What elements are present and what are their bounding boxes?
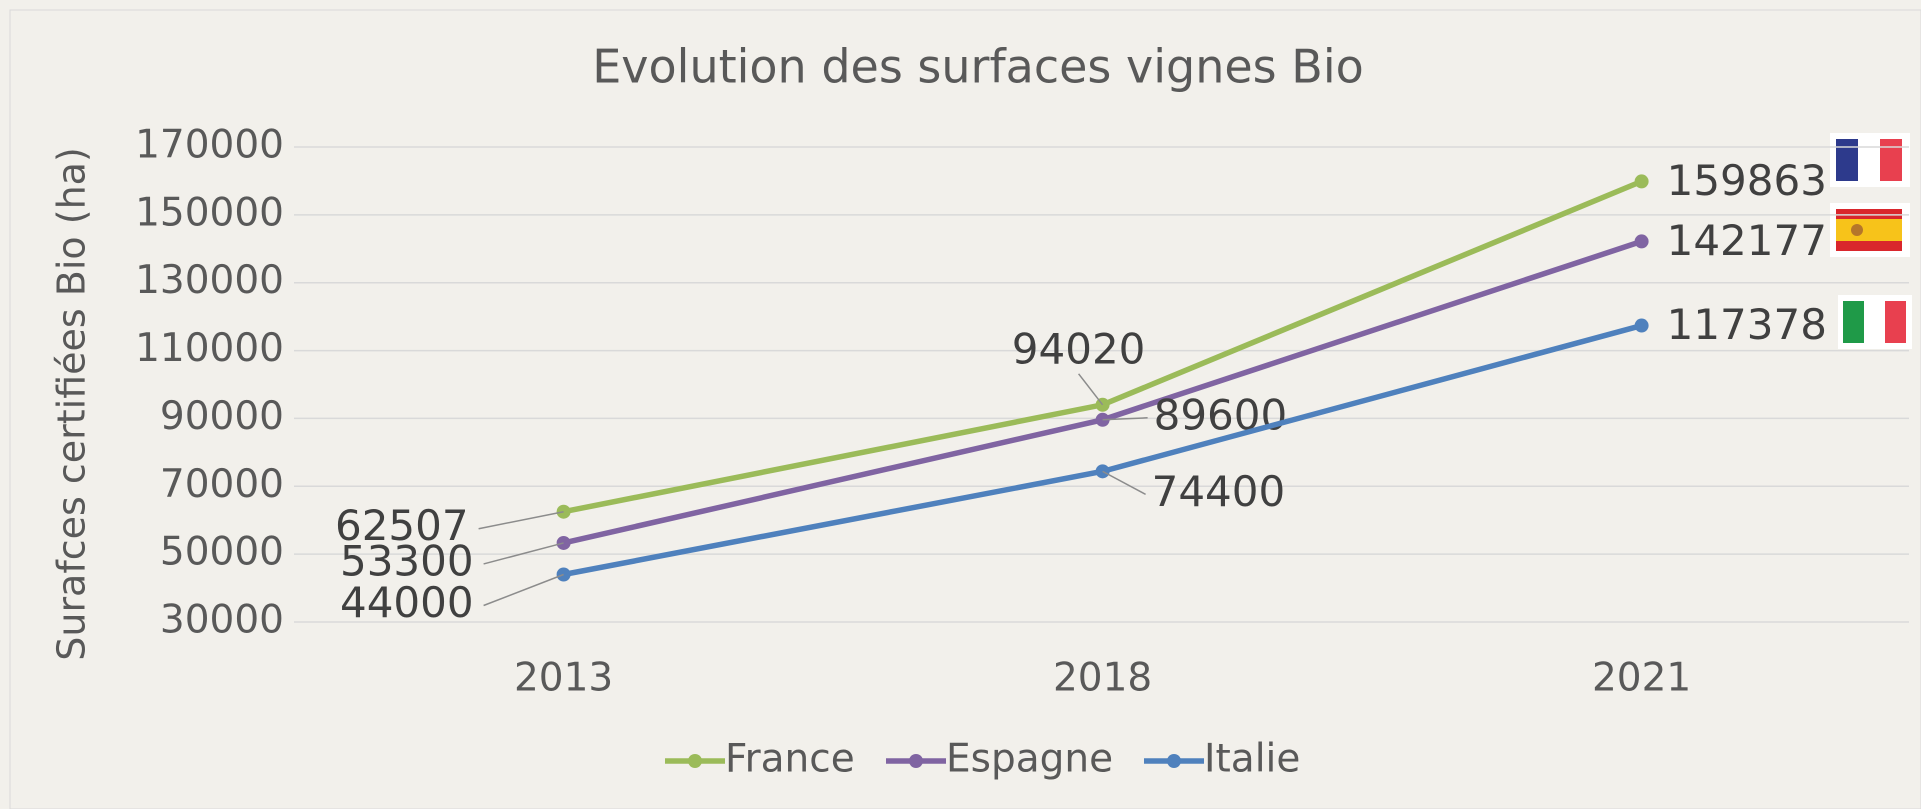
data-label: 89600 [1154,390,1288,439]
y-tick-label: 30000 [160,598,284,643]
leader-line [478,510,564,530]
legend-label: France [725,737,855,782]
leader-line [483,573,564,607]
flag-france [1830,133,1910,187]
leader-line [1078,373,1104,406]
x-tick-label: 2018 [1053,656,1152,701]
y-tick-label: 150000 [135,190,284,235]
leader-line [1102,470,1146,496]
data-label: 159863 [1667,156,1827,205]
data-label: 117378 [1667,300,1827,349]
point [556,504,571,519]
legend-marker [909,754,923,768]
y-tick-label: 90000 [160,394,284,439]
data-label: 74400 [1152,467,1286,516]
legend-label: Espagne [946,737,1113,782]
data-label: 44000 [340,578,474,627]
data-label: 94020 [1012,324,1146,373]
x-tick-label: 2021 [1592,656,1691,701]
data-label: 142177 [1667,216,1827,265]
y-tick-label: 110000 [135,326,284,371]
point [1634,234,1649,249]
point [1634,318,1649,333]
y-tick-label: 50000 [160,530,284,575]
leader-line [483,542,564,565]
leader-line [1102,417,1148,421]
legend-marker [1167,754,1181,768]
legend-marker [688,754,702,768]
data-label: 62507 [335,501,469,550]
chart-frame [9,9,1921,809]
chart-title: Evolution des surfaces vignes Bio [592,40,1364,94]
legend-label: Italie [1204,737,1300,782]
x-tick-label: 2013 [514,656,613,701]
y-tick-label: 130000 [135,258,284,303]
flag-spain [1830,203,1910,257]
y-axis-label: Surafces certifiées Bio (ha) [50,147,94,661]
point [1634,174,1649,189]
flag-italy [1838,295,1912,349]
y-tick-label: 70000 [160,462,284,507]
y-tick-label: 170000 [135,123,284,168]
data-label: 53300 [340,536,474,585]
